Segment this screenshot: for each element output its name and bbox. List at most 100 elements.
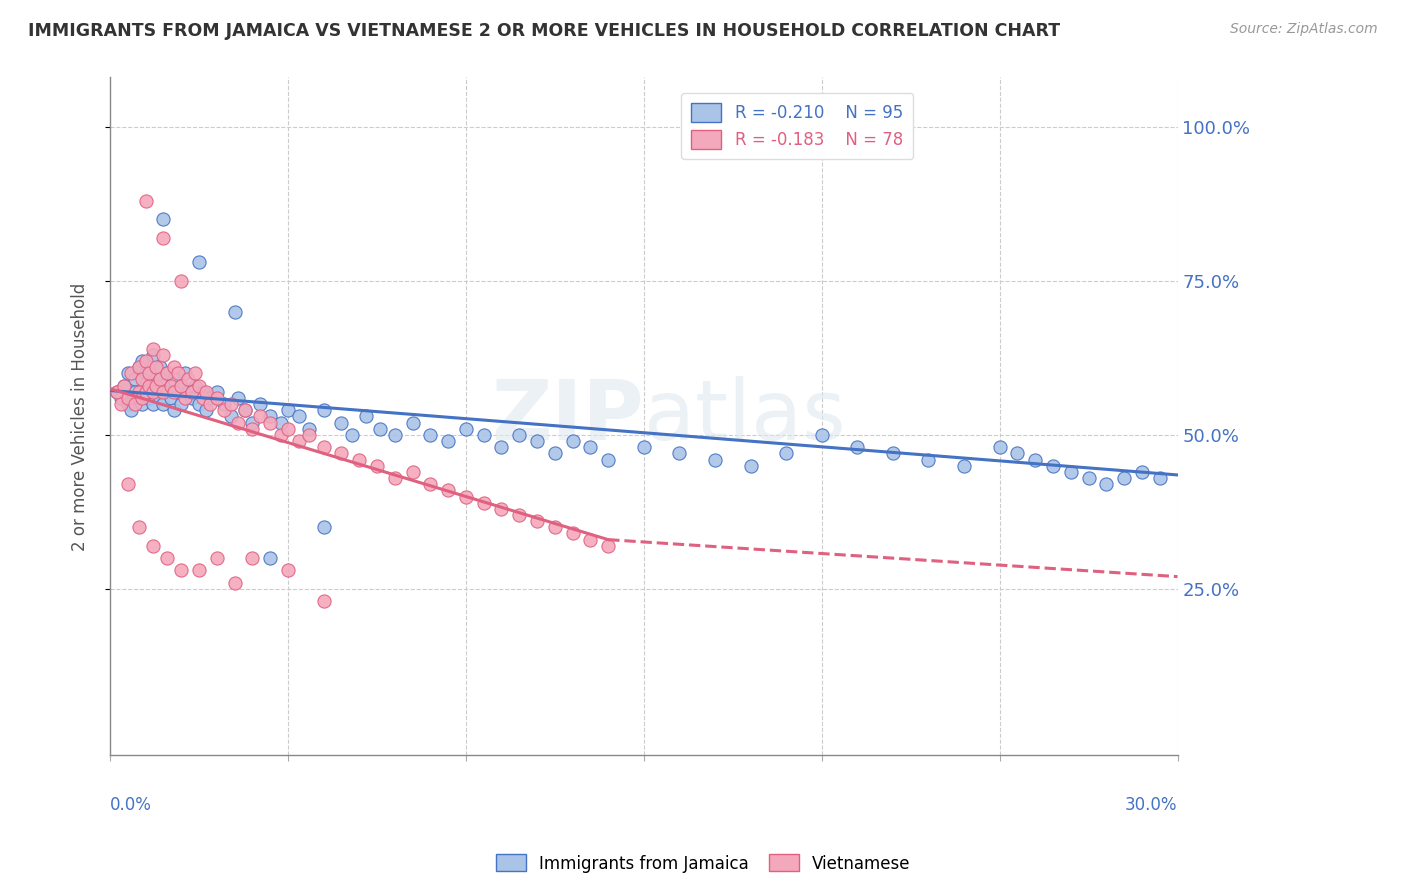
Point bbox=[370, 422, 392, 436]
Text: atlas: atlas bbox=[644, 376, 845, 457]
Point bbox=[312, 520, 335, 534]
Point bbox=[249, 397, 271, 411]
Y-axis label: 2 or more Vehicles in Household: 2 or more Vehicles in Household bbox=[72, 282, 89, 550]
Point bbox=[277, 422, 299, 436]
Point bbox=[270, 428, 292, 442]
Point bbox=[184, 378, 207, 392]
Point bbox=[170, 397, 193, 411]
Point bbox=[152, 212, 174, 227]
Point bbox=[180, 391, 202, 405]
Point bbox=[579, 440, 602, 454]
Point bbox=[454, 490, 477, 504]
Point bbox=[491, 501, 513, 516]
Point bbox=[1130, 465, 1153, 479]
Point bbox=[195, 403, 218, 417]
Point bbox=[166, 384, 188, 399]
Point bbox=[117, 391, 139, 405]
Point bbox=[312, 594, 335, 608]
Point bbox=[205, 384, 228, 399]
Point bbox=[135, 366, 157, 380]
Point bbox=[205, 391, 228, 405]
Point bbox=[454, 422, 477, 436]
Point bbox=[419, 477, 441, 491]
Point bbox=[633, 440, 655, 454]
Point bbox=[1007, 446, 1029, 460]
Point bbox=[188, 397, 211, 411]
Point bbox=[142, 348, 165, 362]
Point bbox=[1077, 471, 1099, 485]
Point bbox=[579, 533, 602, 547]
Point bbox=[226, 416, 249, 430]
Point bbox=[110, 391, 132, 405]
Point bbox=[128, 520, 150, 534]
Point bbox=[561, 434, 583, 448]
Point bbox=[117, 366, 139, 380]
Point bbox=[233, 403, 256, 417]
Point bbox=[212, 397, 235, 411]
Point bbox=[401, 416, 423, 430]
Point bbox=[668, 446, 690, 460]
Point bbox=[149, 360, 172, 375]
Legend: Immigrants from Jamaica, Vietnamese: Immigrants from Jamaica, Vietnamese bbox=[489, 847, 917, 880]
Point bbox=[988, 440, 1011, 454]
Point bbox=[198, 397, 221, 411]
Point bbox=[1114, 471, 1136, 485]
Point bbox=[156, 384, 179, 399]
Point bbox=[170, 378, 193, 392]
Point bbox=[704, 452, 727, 467]
Point bbox=[131, 372, 153, 386]
Point bbox=[1060, 465, 1083, 479]
Point bbox=[740, 458, 762, 473]
Point bbox=[112, 378, 135, 392]
Point bbox=[180, 384, 202, 399]
Point bbox=[124, 384, 146, 399]
Point bbox=[882, 446, 904, 460]
Point bbox=[177, 372, 200, 386]
Point bbox=[270, 416, 292, 430]
Point bbox=[298, 422, 321, 436]
Point bbox=[242, 416, 264, 430]
Point bbox=[170, 378, 193, 392]
Point bbox=[953, 458, 976, 473]
Point bbox=[356, 409, 378, 424]
Point bbox=[142, 397, 165, 411]
Point bbox=[384, 428, 406, 442]
Point bbox=[142, 342, 165, 356]
Point bbox=[135, 354, 157, 368]
Point bbox=[330, 446, 353, 460]
Point bbox=[142, 539, 165, 553]
Point bbox=[526, 434, 548, 448]
Point bbox=[117, 397, 139, 411]
Point bbox=[472, 428, 495, 442]
Point bbox=[159, 378, 181, 392]
Point bbox=[1042, 458, 1064, 473]
Point bbox=[1095, 477, 1118, 491]
Point bbox=[212, 403, 235, 417]
Point bbox=[145, 378, 167, 392]
Point bbox=[598, 452, 620, 467]
Point bbox=[128, 360, 150, 375]
Point bbox=[249, 409, 271, 424]
Point bbox=[508, 508, 530, 522]
Point bbox=[156, 551, 179, 566]
Point bbox=[184, 366, 207, 380]
Point bbox=[259, 416, 281, 430]
Point bbox=[219, 409, 242, 424]
Point bbox=[561, 526, 583, 541]
Point bbox=[152, 230, 174, 244]
Point bbox=[775, 446, 797, 460]
Point bbox=[242, 551, 264, 566]
Point bbox=[149, 391, 172, 405]
Point bbox=[188, 378, 211, 392]
Point bbox=[242, 422, 264, 436]
Point bbox=[152, 378, 174, 392]
Point bbox=[138, 391, 160, 405]
Point bbox=[170, 564, 193, 578]
Point bbox=[117, 477, 139, 491]
Point bbox=[138, 378, 160, 392]
Point bbox=[226, 391, 249, 405]
Point bbox=[312, 440, 335, 454]
Point bbox=[105, 384, 128, 399]
Point bbox=[188, 255, 211, 269]
Point bbox=[138, 378, 160, 392]
